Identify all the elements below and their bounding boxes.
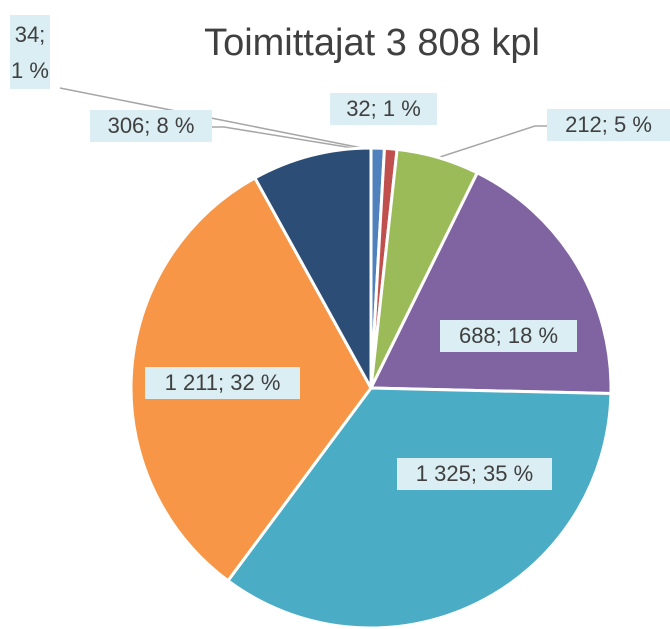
data-label: 1 211; 32 % xyxy=(145,367,300,399)
leader-line xyxy=(59,87,373,151)
data-label: 306; 8 % xyxy=(90,110,212,142)
chart-title: Toimittajat 3 808 kpl xyxy=(204,22,540,64)
pie-slice xyxy=(253,146,373,390)
data-label: 212; 5 % xyxy=(547,109,670,141)
leader-line xyxy=(212,126,366,151)
data-label: 32; 1 % xyxy=(330,93,437,125)
leader-line xyxy=(439,125,547,158)
pie-slice xyxy=(226,386,613,629)
data-label: 34; 1 % xyxy=(10,15,50,89)
data-label: 688; 18 % xyxy=(440,320,577,352)
data-label: 1 325; 35 % xyxy=(397,458,552,490)
